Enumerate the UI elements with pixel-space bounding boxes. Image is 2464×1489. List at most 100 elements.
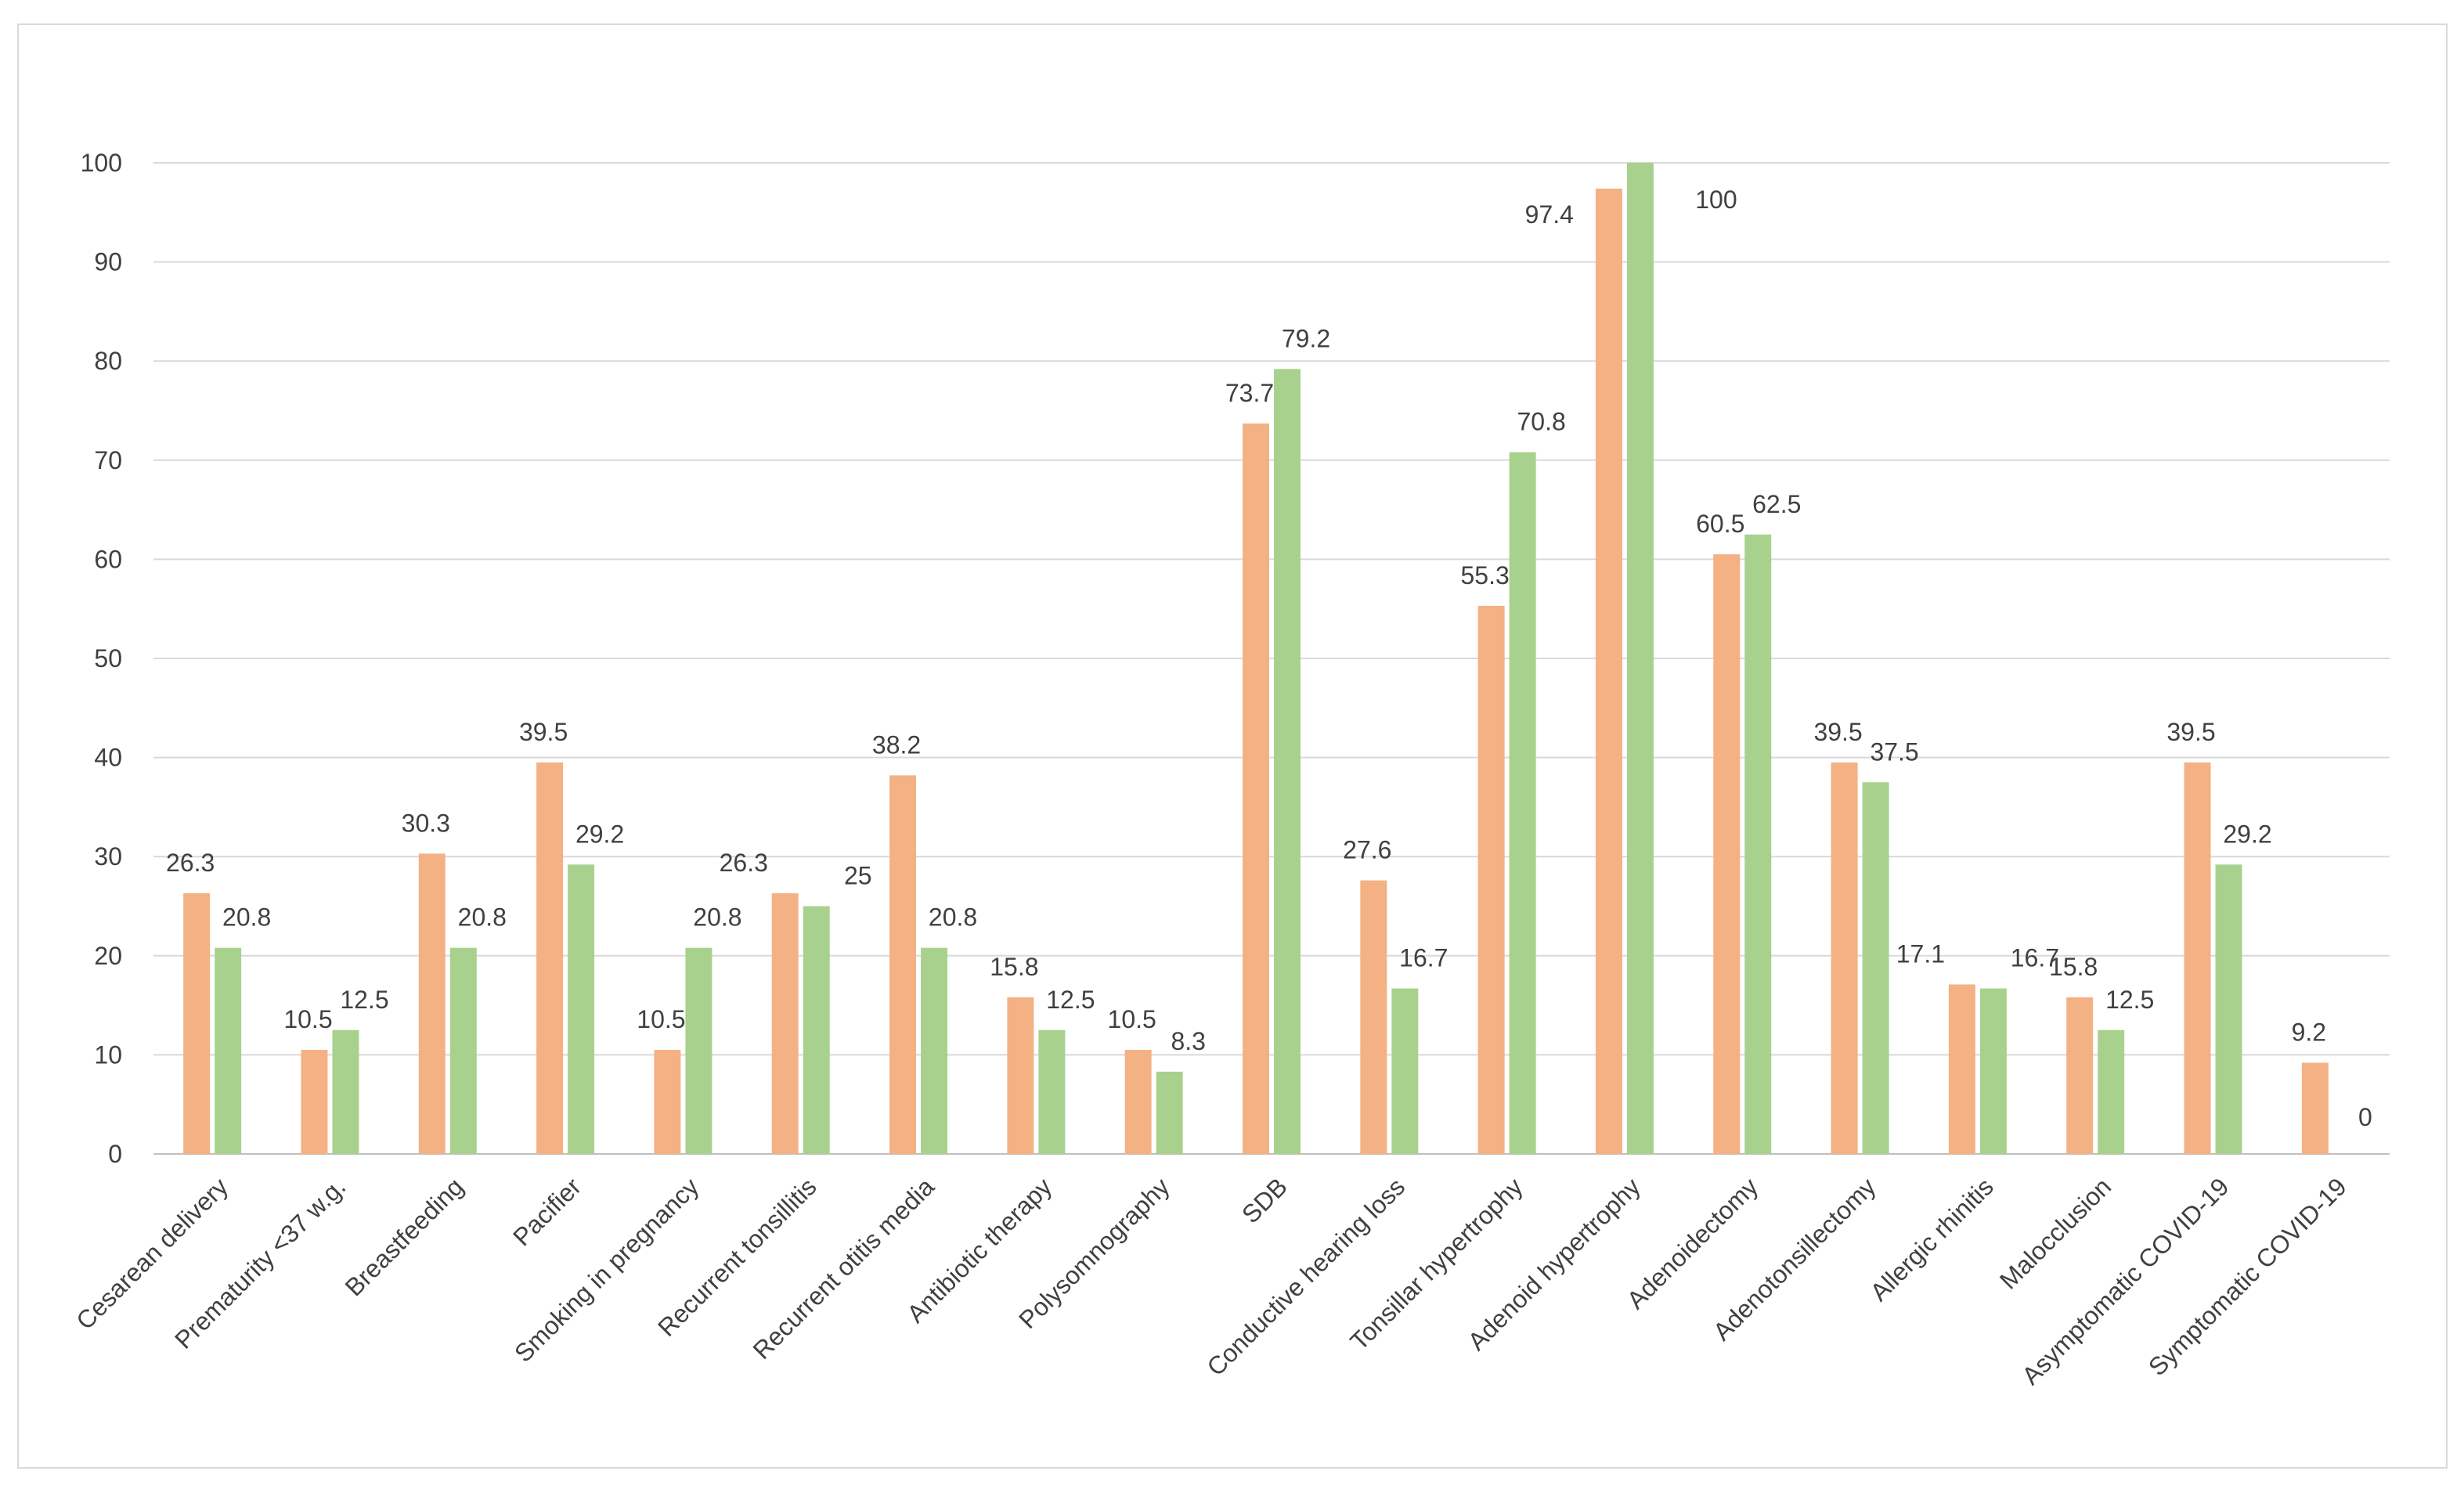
data-label-series-1: 73.7 [1225, 379, 1274, 407]
bar-series-2 [1038, 1029, 1066, 1154]
bar-series-1 [418, 853, 446, 1154]
data-label-series-2: 16.7 [2011, 944, 2059, 972]
x-category-label: Malocclusion [1994, 1172, 2116, 1294]
bar-series-1 [1007, 997, 1034, 1154]
bar-series-1 [1713, 554, 1741, 1154]
y-tick-label: 80 [94, 347, 122, 375]
bar-series-1 [301, 1050, 328, 1154]
bar-series-2 [1509, 452, 1536, 1154]
data-label-series-1: 15.8 [2049, 953, 2098, 981]
data-label-series-1: 97.4 [1525, 200, 1574, 229]
data-label-series-2: 0 [2358, 1103, 2372, 1131]
data-label-series-1: 39.5 [1813, 718, 1862, 746]
bar-series-2 [332, 1029, 359, 1154]
data-label-series-1: 39.5 [2166, 718, 2215, 746]
bar-series-1 [536, 762, 564, 1154]
bar-series-1 [889, 775, 917, 1154]
data-label-series-2: 12.5 [1046, 986, 1095, 1014]
y-tick-label: 60 [94, 545, 122, 573]
data-label-series-1: 10.5 [637, 1005, 685, 1033]
data-label-series-2: 20.8 [929, 903, 977, 932]
bar-series-1 [771, 893, 799, 1154]
x-category-label: Conductive hearing loss [1201, 1172, 1410, 1381]
bar-series-2 [2098, 1029, 2125, 1154]
y-tick-label: 100 [81, 149, 122, 177]
bar-series-1 [183, 893, 211, 1154]
data-label-series-1: 9.2 [2292, 1019, 2326, 1047]
y-tick-label: 50 [94, 644, 122, 672]
data-label-series-2: 16.7 [1399, 944, 1448, 972]
data-label-series-2: 12.5 [2105, 986, 2154, 1014]
data-label-series-1: 10.5 [283, 1005, 332, 1033]
bar-series-2 [215, 947, 242, 1154]
bar-series-1 [1831, 762, 1858, 1154]
bar-series-1 [1243, 423, 1269, 1154]
data-label-series-2: 70.8 [1517, 408, 1565, 436]
bar-series-2 [1274, 369, 1301, 1154]
data-label-series-1: 55.3 [1460, 561, 1509, 589]
y-tick-label: 0 [108, 1140, 122, 1168]
data-label-series-1: 17.1 [1896, 940, 1945, 968]
bar-series-1 [1124, 1050, 1152, 1154]
bar-series-1 [1360, 880, 1387, 1154]
bar-series-1 [1948, 984, 1975, 1154]
bar-series-2 [2215, 864, 2242, 1154]
x-category-label: Symptomatic COVID-19 [2143, 1172, 2352, 1381]
bar-series-2 [449, 947, 477, 1154]
bar-series-1 [1477, 605, 1505, 1154]
data-label-series-2: 29.2 [2223, 820, 2271, 848]
bar-series-2 [1391, 988, 1419, 1154]
y-axis-ticks: 0 10 20 30 40 50 60 70 80 90 100 [81, 149, 122, 1168]
x-category-label: Breastfeeding [340, 1172, 469, 1301]
bar-series-2 [568, 864, 595, 1154]
y-tick-label: 40 [94, 744, 122, 772]
bar-series-1 [2066, 997, 2094, 1154]
bar-series-1 [654, 1050, 681, 1154]
data-label-series-2: 79.2 [1282, 324, 1330, 352]
bar-series-2 [803, 906, 830, 1154]
data-label-series-2: 12.5 [340, 986, 388, 1014]
data-label-series-2: 25 [844, 862, 872, 890]
y-tick-label: 30 [94, 842, 122, 871]
x-category-label: Asymptomatic COVID-19 [2016, 1172, 2234, 1390]
data-label-series-2: 8.3 [1171, 1027, 1205, 1055]
bar-series-2 [1744, 534, 1772, 1154]
x-category-label: SDB [1236, 1172, 1293, 1228]
data-label-series-2: 20.8 [693, 903, 741, 932]
data-label-series-2: 29.2 [575, 820, 624, 848]
y-tick-label: 10 [94, 1040, 122, 1069]
data-label-series-1: 27.6 [1343, 836, 1391, 864]
bar-series-2 [685, 947, 713, 1154]
bar-series-1 [2301, 1062, 2329, 1154]
data-label-series-2: 20.8 [222, 903, 271, 932]
data-label-series-1: 60.5 [1696, 510, 1744, 538]
data-label-series-1: 26.3 [166, 849, 215, 877]
bars [183, 163, 2329, 1154]
y-tick-label: 70 [94, 446, 122, 474]
data-labels: 26.320.810.512.530.320.839.529.210.520.8… [166, 186, 2372, 1131]
data-label-series-1: 26.3 [720, 849, 768, 877]
y-tick-label: 90 [94, 248, 122, 276]
y-tick-label: 20 [94, 942, 122, 970]
data-label-series-1: 10.5 [1108, 1005, 1156, 1033]
bar-series-2 [921, 947, 948, 1154]
data-label-series-1: 15.8 [990, 953, 1038, 981]
bar-series-2 [1862, 782, 1889, 1154]
bar-series-2 [1156, 1071, 1183, 1154]
bar-series-1 [1595, 188, 1622, 1154]
bar-series-2 [1626, 163, 1654, 1154]
chart-frame: 0 10 20 30 40 50 60 70 80 90 100 26.3 20.8 10.5 12.5 3… [17, 23, 2448, 1469]
x-category-label: Pacifier [507, 1172, 586, 1251]
x-category-label: Allergic rhinitis [1865, 1172, 1999, 1306]
gridlines [153, 162, 2390, 1155]
bar-series-1 [2184, 762, 2211, 1154]
bar-series-2 [1979, 988, 2007, 1154]
data-label-series-1: 39.5 [519, 718, 568, 746]
data-label-series-1: 38.2 [872, 730, 921, 759]
data-label-series-2: 62.5 [1752, 490, 1801, 518]
data-label-series-2: 100 [1695, 186, 1737, 214]
data-label-series-2: 20.8 [458, 903, 507, 932]
data-label-series-1: 30.3 [402, 809, 450, 837]
